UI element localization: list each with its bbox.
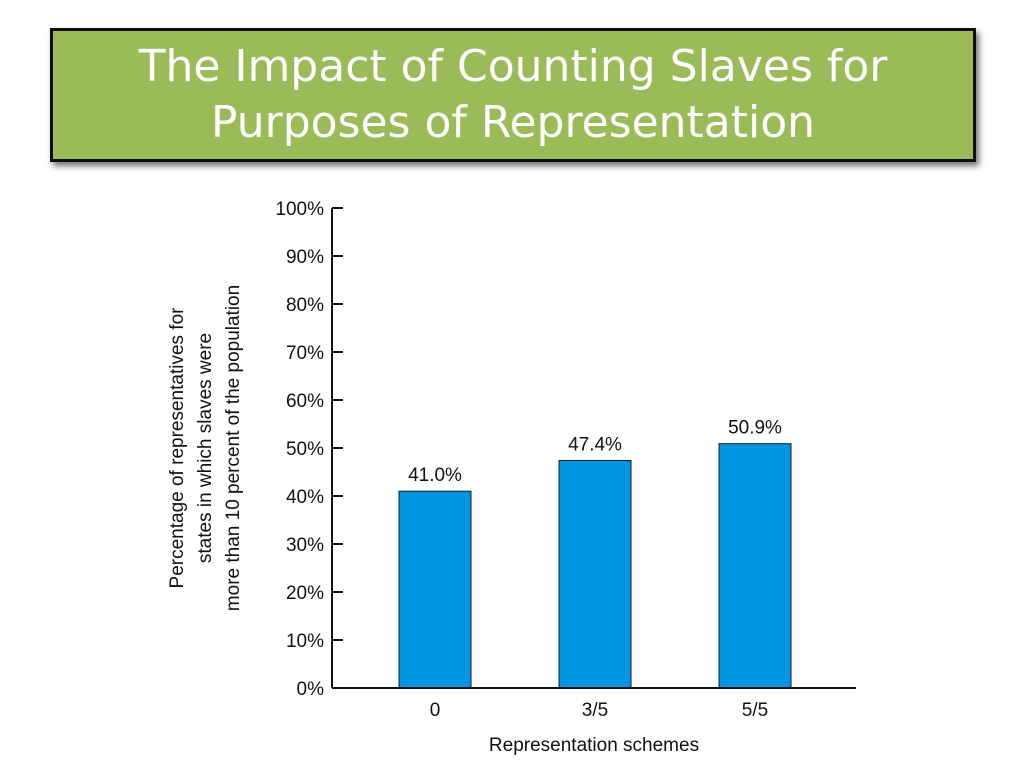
slide-title: The Impact of Counting Slaves for Purpos… — [138, 41, 888, 148]
y-tick-label: 40% — [286, 487, 324, 508]
y-tick-label: 10% — [286, 631, 324, 652]
y-tick-label: 50% — [286, 439, 324, 460]
y-tick-label: 100% — [275, 199, 324, 220]
y-tick-label: 70% — [286, 343, 324, 364]
data-label: 47.4% — [568, 434, 622, 455]
bar — [398, 490, 472, 689]
x-tick-label: 5/5 — [742, 700, 768, 721]
y-tick-label: 90% — [286, 247, 324, 268]
bar — [558, 459, 632, 689]
y-tick-label: 30% — [286, 535, 324, 556]
y-tick-label: 20% — [286, 583, 324, 604]
y-axis-title-line: states in which slaves were — [195, 333, 216, 563]
x-tick-label: 3/5 — [582, 700, 608, 721]
x-tick-label: 0 — [430, 700, 441, 721]
y-axis-title-line: Percentage of representatives for — [167, 307, 188, 589]
data-labels: 41.0% 47.4% 50.9% — [408, 418, 782, 487]
x-axis: 0 3/5 5/5 — [332, 687, 856, 721]
y-axis-title: Percentage of representatives for states … — [167, 285, 244, 611]
bars — [398, 443, 792, 689]
y-tick-label: 0% — [297, 679, 325, 700]
data-label: 50.9% — [728, 418, 782, 439]
y-tick-label: 60% — [286, 391, 324, 412]
y-tick-label: 80% — [286, 295, 324, 316]
y-axis: 0% 10% 20% 30% 40% 50% 60% 70% 80% 90% 100% — [275, 199, 343, 700]
y-axis-title-line: more than 10 percent of the population — [223, 285, 244, 611]
data-label: 41.0% — [408, 465, 462, 486]
title-banner: The Impact of Counting Slaves for Purpos… — [50, 28, 976, 162]
x-axis-title: Representation schemes — [489, 735, 699, 756]
bar — [718, 443, 792, 689]
